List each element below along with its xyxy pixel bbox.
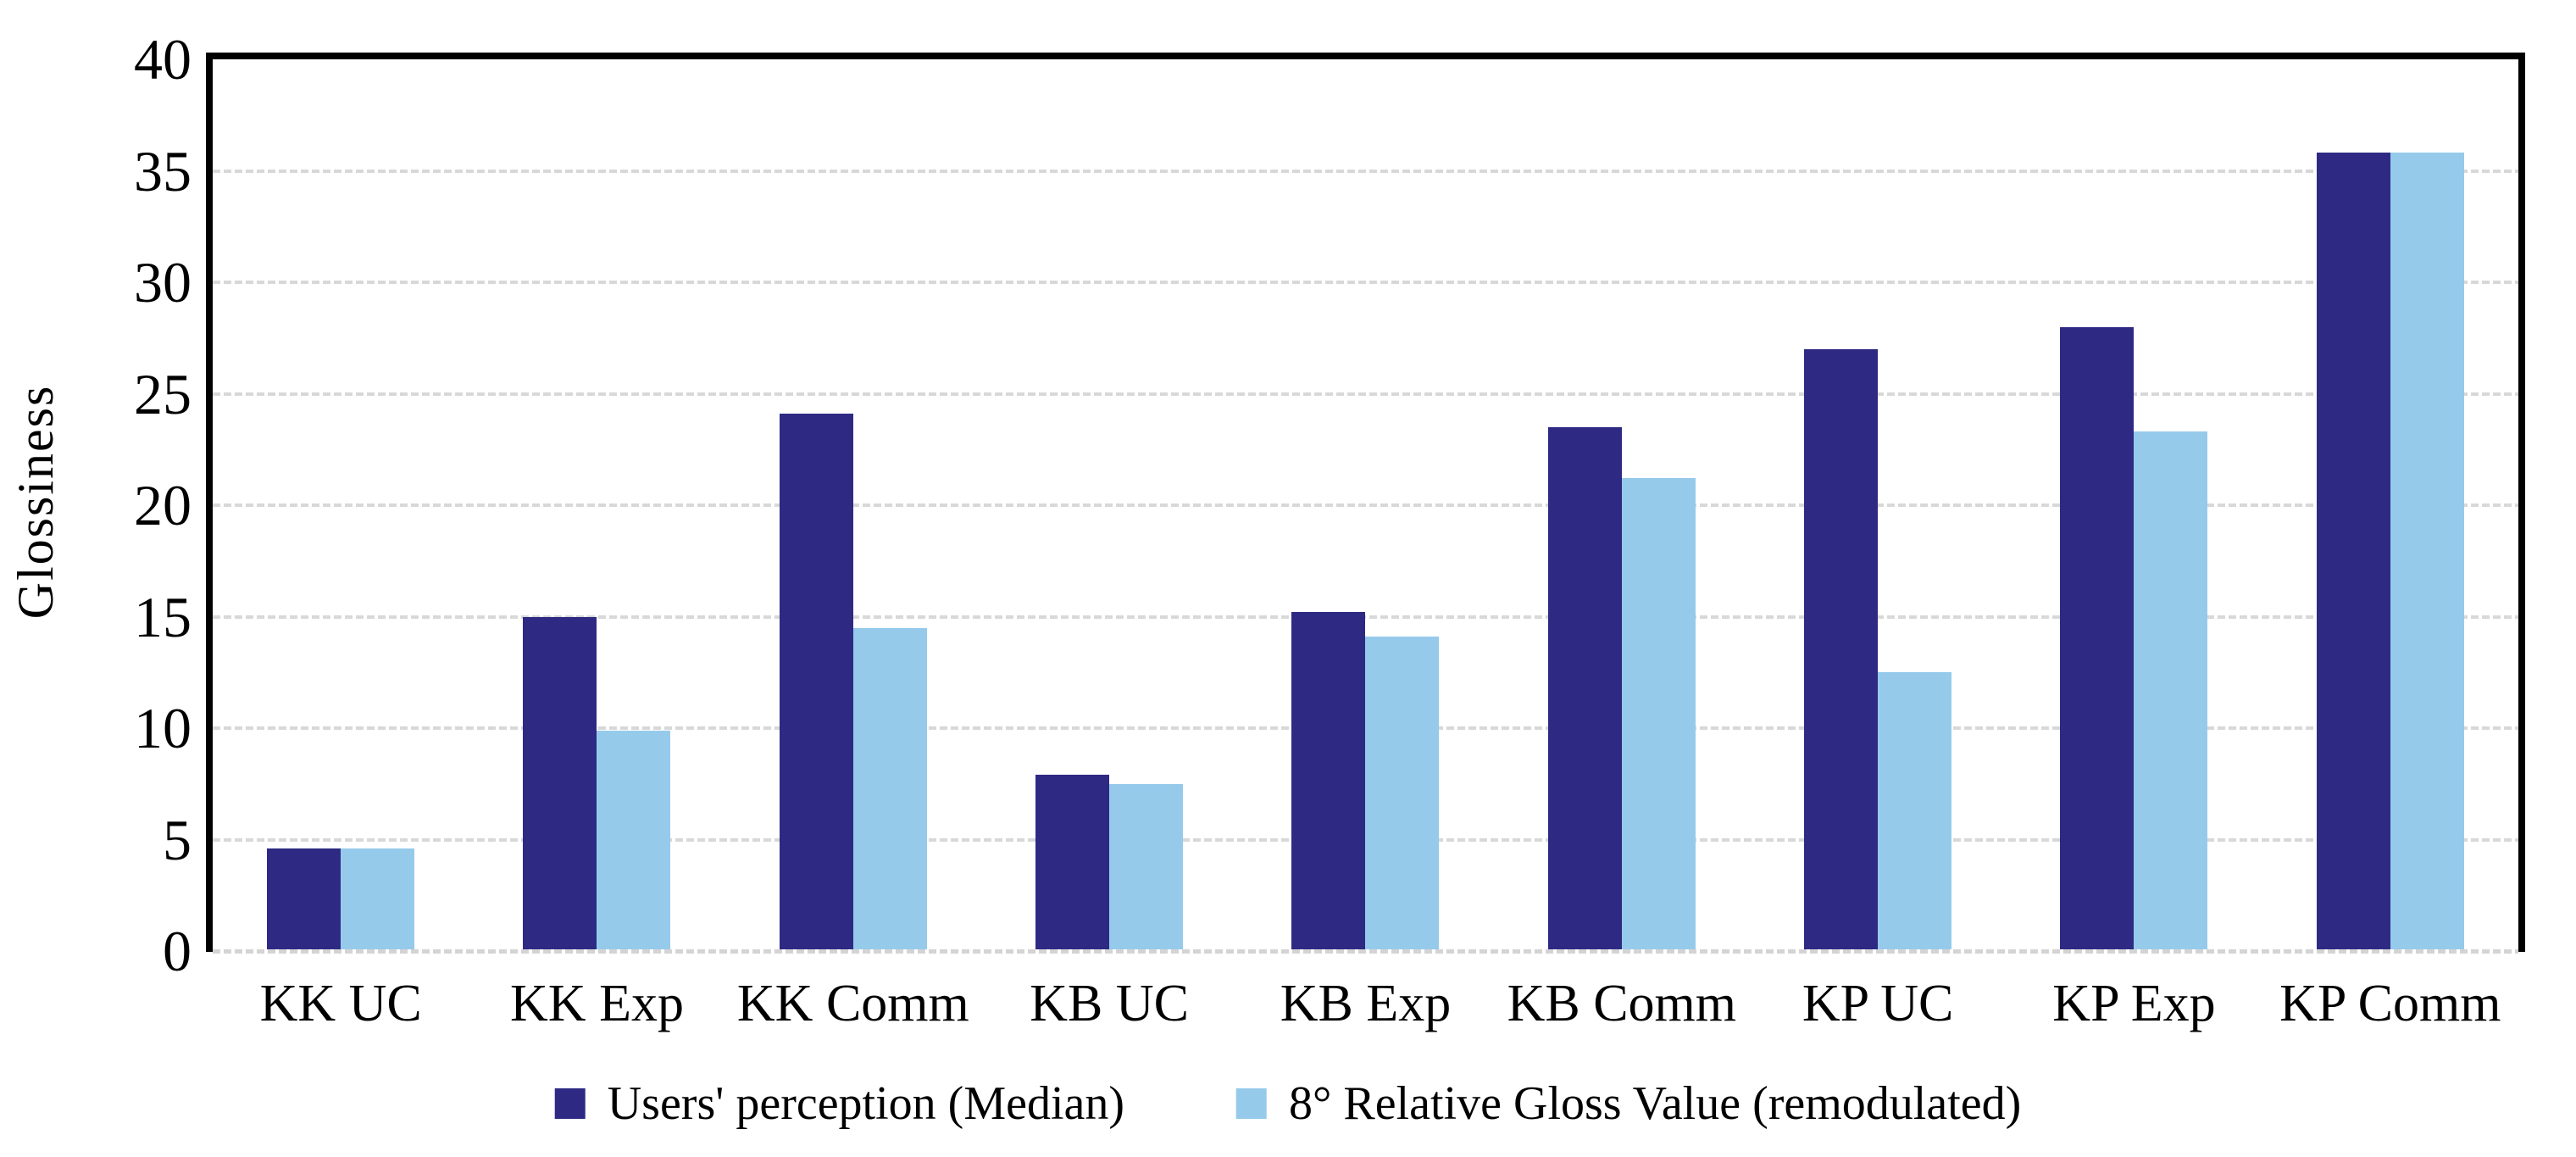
- legend-label-users-perception: Users' perception (Median): [607, 1077, 1125, 1130]
- bar-pair-kb-comm: [1547, 426, 1696, 951]
- bar-pair-kp-uc: [1804, 348, 1952, 951]
- legend: Users' perception (Median) 8° Relative G…: [554, 1077, 2021, 1130]
- x-category-label-kb-uc: KB UC: [1030, 975, 1190, 1032]
- bar-group-kp-comm: [2262, 59, 2518, 951]
- y-tick-label-30: 30: [134, 250, 192, 314]
- bar-users-perception-median-kb-comm: [1547, 426, 1622, 951]
- plot-area: [213, 59, 2518, 951]
- bar-pair-kp-comm: [2316, 153, 2464, 951]
- bar-group-kk-comm: [725, 59, 981, 951]
- bar-users-perception-median-kk-exp: [523, 616, 597, 951]
- x-category-label-kb-exp: KB Exp: [1280, 975, 1452, 1032]
- bar-pair-kb-uc: [1035, 775, 1184, 951]
- y-axis-tick-labels: 0 5 10 15 20 25 30 35 40: [0, 0, 192, 1157]
- x-category-label-kk-uc: KK UC: [259, 975, 422, 1032]
- y-tick-label-10: 10: [134, 696, 192, 760]
- bar-8-relative-gloss-value-remodulated-kb-uc: [1109, 783, 1184, 951]
- gridline-35: [213, 169, 2518, 173]
- legend-label-gloss-value: 8° Relative Gloss Value (remodulated): [1289, 1077, 2022, 1130]
- bar-8-relative-gloss-value-remodulated-kp-exp: [2134, 431, 2208, 951]
- x-category-label-kp-comm: KP Comm: [2279, 975, 2501, 1032]
- bar-group-kb-comm: [1494, 59, 1750, 951]
- bar-group-kb-exp: [1237, 59, 1493, 951]
- x-category-label-kp-uc: KP UC: [1802, 975, 1954, 1032]
- bar-group-kk-exp: [469, 59, 724, 951]
- bar-users-perception-median-kk-uc: [267, 848, 341, 951]
- x-axis-category-labels: KK UC KK Exp KK Comm KB UC KB Exp KB Comm KP U…: [213, 976, 2518, 1031]
- y-tick-label-25: 25: [134, 361, 192, 426]
- bar-8-relative-gloss-value-remodulated-kp-uc: [1878, 672, 1952, 951]
- gridline-15: [213, 615, 2518, 619]
- y-tick-label-40: 40: [134, 27, 192, 92]
- bar-8-relative-gloss-value-remodulated-kb-exp: [1365, 637, 1440, 951]
- y-tick-label-0: 0: [163, 919, 192, 983]
- y-tick-label-15: 15: [134, 584, 192, 649]
- bar-groups: [213, 59, 2518, 951]
- gridline-25: [213, 392, 2518, 396]
- bar-pair-kk-comm: [779, 414, 927, 951]
- bar-users-perception-median-kb-exp: [1291, 612, 1366, 951]
- legend-swatch-users-perception: [554, 1088, 586, 1119]
- y-tick-label-20: 20: [134, 473, 192, 537]
- x-category-label-kb-comm: KB Comm: [1507, 975, 1737, 1032]
- bar-8-relative-gloss-value-remodulated-kk-uc: [341, 848, 415, 951]
- y-tick-label-5: 5: [163, 807, 192, 872]
- bar-users-perception-median-kp-exp: [2060, 326, 2135, 951]
- bar-users-perception-median-kk-comm: [779, 414, 853, 951]
- bar-users-perception-median-kb-uc: [1035, 775, 1110, 951]
- plot-border-left: [206, 53, 213, 952]
- x-category-label-kk-comm: KK Comm: [736, 975, 969, 1032]
- legend-item-users-perception: Users' perception (Median): [554, 1077, 1125, 1130]
- y-tick-label-35: 35: [134, 138, 192, 203]
- x-category-label-kp-exp: KP Exp: [2052, 975, 2216, 1032]
- bar-group-kp-uc: [1750, 59, 2006, 951]
- legend-item-gloss-value: 8° Relative Gloss Value (remodulated): [1236, 1078, 2021, 1129]
- bar-pair-kb-exp: [1291, 612, 1440, 951]
- bar-group-kp-exp: [2006, 59, 2262, 951]
- bar-pair-kk-exp: [523, 616, 671, 951]
- bar-group-kk-uc: [213, 59, 469, 951]
- bar-8-relative-gloss-value-remodulated-kk-comm: [852, 627, 927, 951]
- x-category-label-kk-exp: KK Exp: [510, 975, 684, 1032]
- plot-border-right: [2518, 53, 2525, 952]
- bar-8-relative-gloss-value-remodulated-kp-comm: [2390, 153, 2464, 951]
- x-axis-baseline: [213, 949, 2518, 954]
- legend-swatch-gloss-value: [1236, 1088, 1268, 1119]
- gridline-30: [213, 281, 2518, 284]
- bar-8-relative-gloss-value-remodulated-kk-exp: [597, 730, 671, 951]
- bar-pair-kk-uc: [267, 848, 415, 951]
- plot-border-top: [206, 53, 2525, 59]
- bar-8-relative-gloss-value-remodulated-kb-comm: [1621, 478, 1696, 951]
- bar-users-perception-median-kp-comm: [2316, 153, 2390, 951]
- gridline-20: [213, 503, 2518, 507]
- bar-group-kb-uc: [981, 59, 1237, 951]
- bar-pair-kp-exp: [2060, 326, 2208, 951]
- bar-users-perception-median-kp-uc: [1804, 348, 1879, 951]
